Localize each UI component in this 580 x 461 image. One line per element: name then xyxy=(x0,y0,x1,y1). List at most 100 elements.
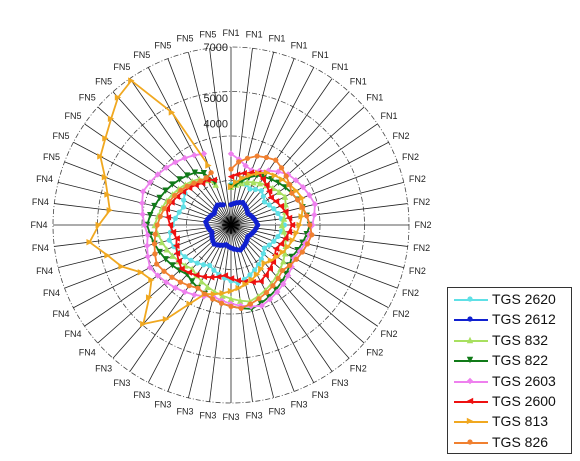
data-point xyxy=(299,194,306,202)
feature-label: FN2 xyxy=(402,288,419,298)
data-point xyxy=(466,356,474,364)
grid-spoke xyxy=(230,224,378,327)
data-point xyxy=(227,173,235,180)
legend-label: TGS 2620 xyxy=(492,291,556,307)
grid-spoke xyxy=(64,161,232,226)
legend-label: TGS 813 xyxy=(492,413,549,430)
grid-spoke xyxy=(230,224,253,402)
data-point xyxy=(227,150,235,157)
data-point xyxy=(172,192,178,199)
data-point xyxy=(252,267,258,273)
grid-spoke xyxy=(230,224,404,268)
grid-spoke xyxy=(209,48,232,226)
data-point xyxy=(198,278,205,285)
data-point xyxy=(266,265,273,272)
data-point xyxy=(289,237,296,244)
feature-labels: FN1 FN1 FN1FN1FN1FN1FN1FN1FN1FN2FN2FN2FN2F… xyxy=(30,28,431,422)
data-point xyxy=(146,179,154,186)
grid-spoke xyxy=(230,91,350,226)
data-point xyxy=(191,180,197,186)
data-point xyxy=(194,260,200,266)
data-point xyxy=(271,172,279,179)
data-point xyxy=(242,162,249,169)
legend-label: TGS 2600 xyxy=(492,393,556,409)
data-point xyxy=(466,397,474,405)
legend-marker-icon xyxy=(466,397,474,405)
data-point xyxy=(188,278,196,285)
data-point xyxy=(270,283,276,289)
feature-label: FN2 xyxy=(414,220,431,230)
data-point xyxy=(252,186,259,193)
data-point xyxy=(202,291,208,297)
feature-label: FN4 xyxy=(36,266,53,276)
feature-label: FN5 xyxy=(133,50,150,60)
feature-label: FN1 xyxy=(291,40,308,50)
legend-label: TGS 826 xyxy=(492,433,549,450)
data-point xyxy=(176,176,183,183)
data-point xyxy=(304,213,310,219)
legend-entry: TGS 813 xyxy=(448,412,571,432)
data-point xyxy=(172,284,179,292)
data-point xyxy=(176,209,182,215)
data-point xyxy=(104,191,111,198)
data-point xyxy=(139,188,147,195)
grid-spoke xyxy=(167,224,232,392)
data-point xyxy=(280,257,287,265)
data-point xyxy=(183,172,191,179)
data-point xyxy=(280,280,287,288)
radial-tick-label: 4000 xyxy=(204,118,228,130)
data-point xyxy=(210,296,216,302)
feature-label: FN2 xyxy=(392,131,409,141)
feature-label: FN5 xyxy=(199,29,216,39)
grid-spoke xyxy=(230,224,365,344)
data-point xyxy=(279,267,285,274)
data-point xyxy=(261,245,268,251)
data-point xyxy=(278,165,285,171)
data-point xyxy=(275,188,283,195)
data-point xyxy=(248,167,255,174)
grid-spoke xyxy=(112,91,232,226)
data-point xyxy=(172,215,179,221)
feature-label: FN5 xyxy=(154,40,171,50)
legend-marker-icon xyxy=(466,336,474,343)
data-point xyxy=(162,187,169,194)
data-point xyxy=(266,202,272,208)
data-point xyxy=(138,199,146,207)
data-point xyxy=(210,290,218,298)
data-point xyxy=(280,215,288,222)
series-tgs-826 xyxy=(151,153,315,311)
feature-label: FN4 xyxy=(64,329,81,339)
grid-spoke xyxy=(129,78,232,226)
data-point xyxy=(181,197,187,203)
data-point xyxy=(144,231,151,239)
grid-spoke xyxy=(230,67,315,226)
data-point xyxy=(208,170,214,176)
data-point xyxy=(181,154,188,162)
data-point xyxy=(227,295,235,302)
data-point xyxy=(275,168,282,175)
data-point xyxy=(107,115,115,122)
data-point xyxy=(244,179,251,186)
data-point xyxy=(266,242,272,248)
data-point xyxy=(263,289,270,296)
data-point xyxy=(250,179,257,186)
data-point xyxy=(97,153,104,160)
grid-spoke xyxy=(230,141,389,226)
radar-series xyxy=(86,77,319,328)
data-point xyxy=(172,158,179,166)
data-point xyxy=(157,213,163,220)
data-point xyxy=(286,262,293,269)
grid-spoke xyxy=(230,161,398,226)
data-point xyxy=(247,301,254,307)
data-point xyxy=(238,305,244,311)
grid-spoke xyxy=(230,224,389,309)
data-point xyxy=(263,181,270,189)
grid-spoke xyxy=(230,78,333,226)
data-point xyxy=(128,77,135,84)
data-point xyxy=(296,221,303,229)
data-point xyxy=(285,228,293,236)
data-point xyxy=(219,289,226,297)
grid-spoke xyxy=(209,224,232,402)
data-point xyxy=(151,202,158,210)
data-point xyxy=(267,257,275,264)
